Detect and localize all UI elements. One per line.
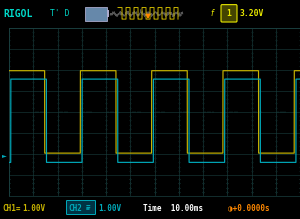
Text: CH2: CH2 — [68, 203, 82, 212]
Bar — [107, 11, 109, 17]
Text: =: = — [86, 203, 91, 212]
Text: T' D: T' D — [50, 9, 70, 18]
Text: =: = — [86, 207, 90, 212]
Text: 1.00V: 1.00V — [98, 203, 121, 212]
Text: f: f — [210, 9, 213, 18]
Text: RIGOL: RIGOL — [3, 9, 32, 19]
Text: CH1=: CH1= — [2, 203, 20, 212]
Text: ◑+0.0000s: ◑+0.0000s — [228, 203, 270, 212]
Text: Time  10.00ms: Time 10.00ms — [143, 203, 203, 212]
Text: 1.00V: 1.00V — [22, 203, 45, 212]
FancyBboxPatch shape — [221, 5, 237, 22]
Text: 1: 1 — [226, 9, 231, 18]
FancyBboxPatch shape — [67, 201, 95, 214]
Bar — [85, 7, 107, 21]
Text: ►: ► — [2, 153, 6, 158]
Text: 3.20V: 3.20V — [240, 9, 264, 18]
